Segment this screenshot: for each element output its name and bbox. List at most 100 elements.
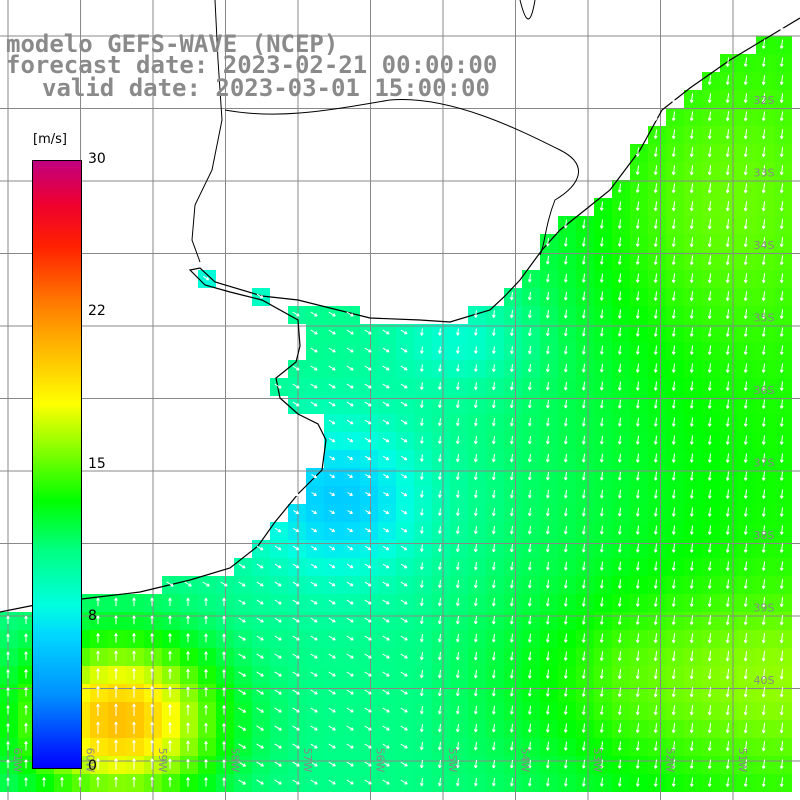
wind-arrow xyxy=(204,704,208,715)
wind-arrow xyxy=(743,417,748,427)
wind-arrow xyxy=(653,777,658,787)
wind-cell xyxy=(198,756,216,774)
wind-arrow xyxy=(653,633,658,644)
wind-arrow xyxy=(437,616,442,625)
wind-arrow xyxy=(491,364,496,372)
wind-arrow xyxy=(725,579,730,589)
wind-arrow xyxy=(689,705,694,716)
forecast-date: forecast date: 2023-02-21 00:00:00 xyxy=(6,51,498,79)
wind-arrow xyxy=(222,597,226,606)
wind-cell xyxy=(774,504,792,522)
wind-cell xyxy=(450,594,468,612)
wind-cell xyxy=(612,432,630,450)
wind-arrow xyxy=(96,739,100,752)
wind-arrow xyxy=(310,635,318,641)
wind-cell xyxy=(774,378,792,396)
wind-arrow xyxy=(150,615,154,625)
wind-arrow xyxy=(671,597,676,607)
wind-arrow xyxy=(419,616,424,625)
wind-arrow xyxy=(563,273,568,283)
wind-arrow xyxy=(364,743,372,749)
wind-arrow xyxy=(527,741,532,751)
wind-cell xyxy=(432,738,450,756)
wind-arrow xyxy=(617,651,622,661)
wind-arrow xyxy=(256,707,264,713)
wind-arrow xyxy=(420,490,424,498)
wind-cell xyxy=(756,288,774,306)
wind-cell xyxy=(504,288,522,306)
wind-arrow xyxy=(671,345,676,355)
wind-arrow xyxy=(383,527,390,533)
wind-cell xyxy=(540,468,558,486)
wind-arrow xyxy=(310,671,318,677)
wind-arrow xyxy=(292,563,300,569)
wind-cell xyxy=(756,324,774,342)
wind-cell xyxy=(756,360,774,378)
wind-cell xyxy=(666,486,684,504)
wind-arrow xyxy=(707,435,712,445)
wind-arrow xyxy=(653,237,658,247)
wind-arrow xyxy=(527,489,532,499)
wind-arrow xyxy=(689,615,694,625)
wind-cell xyxy=(612,450,630,468)
wind-arrow xyxy=(671,183,676,194)
wind-arrow xyxy=(563,615,568,625)
wind-cell xyxy=(198,630,216,648)
wind-cell xyxy=(648,414,666,432)
wind-cell xyxy=(630,288,648,306)
wind-arrow xyxy=(653,669,658,680)
wind-cell xyxy=(666,126,684,144)
wind-cell xyxy=(432,594,450,612)
wind-cell xyxy=(684,558,702,576)
wind-arrow xyxy=(653,183,658,193)
wind-cell xyxy=(576,288,594,306)
wind-cell xyxy=(630,180,648,198)
wind-cell xyxy=(558,288,576,306)
wind-arrow xyxy=(761,399,766,409)
wind-cell xyxy=(576,270,594,288)
wind-cell xyxy=(756,36,774,54)
wind-arrow xyxy=(150,776,154,787)
wind-arrow xyxy=(761,39,766,49)
wind-arrow xyxy=(256,671,264,677)
wind-cell xyxy=(540,648,558,666)
wind-arrow xyxy=(545,291,550,301)
wind-arrow xyxy=(238,707,247,713)
wind-cell xyxy=(774,90,792,108)
wind-cell xyxy=(774,486,792,504)
wind-arrow xyxy=(6,723,10,733)
wind-cell xyxy=(648,234,666,252)
wind-arrow xyxy=(509,435,514,445)
wind-cell xyxy=(558,252,576,270)
wind-cell xyxy=(486,756,504,774)
wind-arrow xyxy=(545,453,550,463)
wind-arrow xyxy=(599,615,604,625)
wind-cell xyxy=(90,738,108,756)
wind-arrow xyxy=(635,255,640,265)
wind-arrow xyxy=(132,633,136,643)
wind-cell xyxy=(720,126,738,144)
wind-cell xyxy=(774,126,792,144)
wind-cell xyxy=(684,270,702,288)
wind-arrow xyxy=(365,527,372,533)
wind-cell xyxy=(0,702,18,720)
wind-arrow xyxy=(24,669,28,679)
wind-arrow xyxy=(455,687,460,697)
wind-arrow xyxy=(743,111,748,122)
wind-arrow xyxy=(761,435,766,445)
wind-arrow xyxy=(761,57,766,67)
wind-arrow xyxy=(400,563,408,569)
wind-cell xyxy=(612,270,630,288)
wind-cell xyxy=(522,504,540,522)
wind-arrow xyxy=(274,599,282,605)
wind-cell xyxy=(594,540,612,558)
wind-cell xyxy=(558,396,576,414)
wind-cell xyxy=(594,522,612,540)
wind-cell xyxy=(666,504,684,522)
wind-cell xyxy=(432,558,450,576)
wind-arrow xyxy=(707,579,712,589)
wind-cell xyxy=(450,738,468,756)
wind-arrow xyxy=(509,453,514,463)
wind-cell xyxy=(558,666,576,684)
